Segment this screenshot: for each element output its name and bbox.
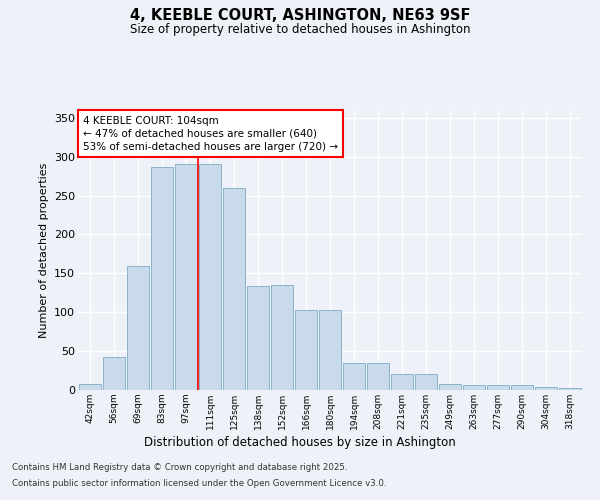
Bar	[79, 384, 101, 390]
Y-axis label: Number of detached properties: Number of detached properties	[38, 162, 49, 338]
Text: Size of property relative to detached houses in Ashington: Size of property relative to detached ho…	[130, 22, 470, 36]
Bar	[223, 188, 245, 390]
Bar	[535, 387, 557, 390]
Bar	[295, 310, 317, 390]
Bar	[367, 363, 389, 390]
Bar	[247, 286, 269, 390]
Text: Distribution of detached houses by size in Ashington: Distribution of detached houses by size …	[144, 436, 456, 449]
Bar	[271, 285, 293, 390]
Bar	[175, 164, 197, 390]
Bar	[391, 374, 413, 390]
Bar	[199, 164, 221, 390]
Bar	[559, 388, 581, 390]
Text: 4, KEEBLE COURT, ASHINGTON, NE63 9SF: 4, KEEBLE COURT, ASHINGTON, NE63 9SF	[130, 8, 470, 22]
Bar	[511, 386, 533, 390]
Bar	[319, 310, 341, 390]
Text: 4 KEEBLE COURT: 104sqm
← 47% of detached houses are smaller (640)
53% of semi-de: 4 KEEBLE COURT: 104sqm ← 47% of detached…	[83, 116, 338, 152]
Bar	[103, 358, 125, 390]
Bar	[343, 363, 365, 390]
Bar	[415, 374, 437, 390]
Text: Contains public sector information licensed under the Open Government Licence v3: Contains public sector information licen…	[12, 478, 386, 488]
Text: Contains HM Land Registry data © Crown copyright and database right 2025.: Contains HM Land Registry data © Crown c…	[12, 464, 347, 472]
Bar	[439, 384, 461, 390]
Bar	[151, 167, 173, 390]
Bar	[127, 266, 149, 390]
Bar	[463, 384, 485, 390]
Bar	[487, 384, 509, 390]
